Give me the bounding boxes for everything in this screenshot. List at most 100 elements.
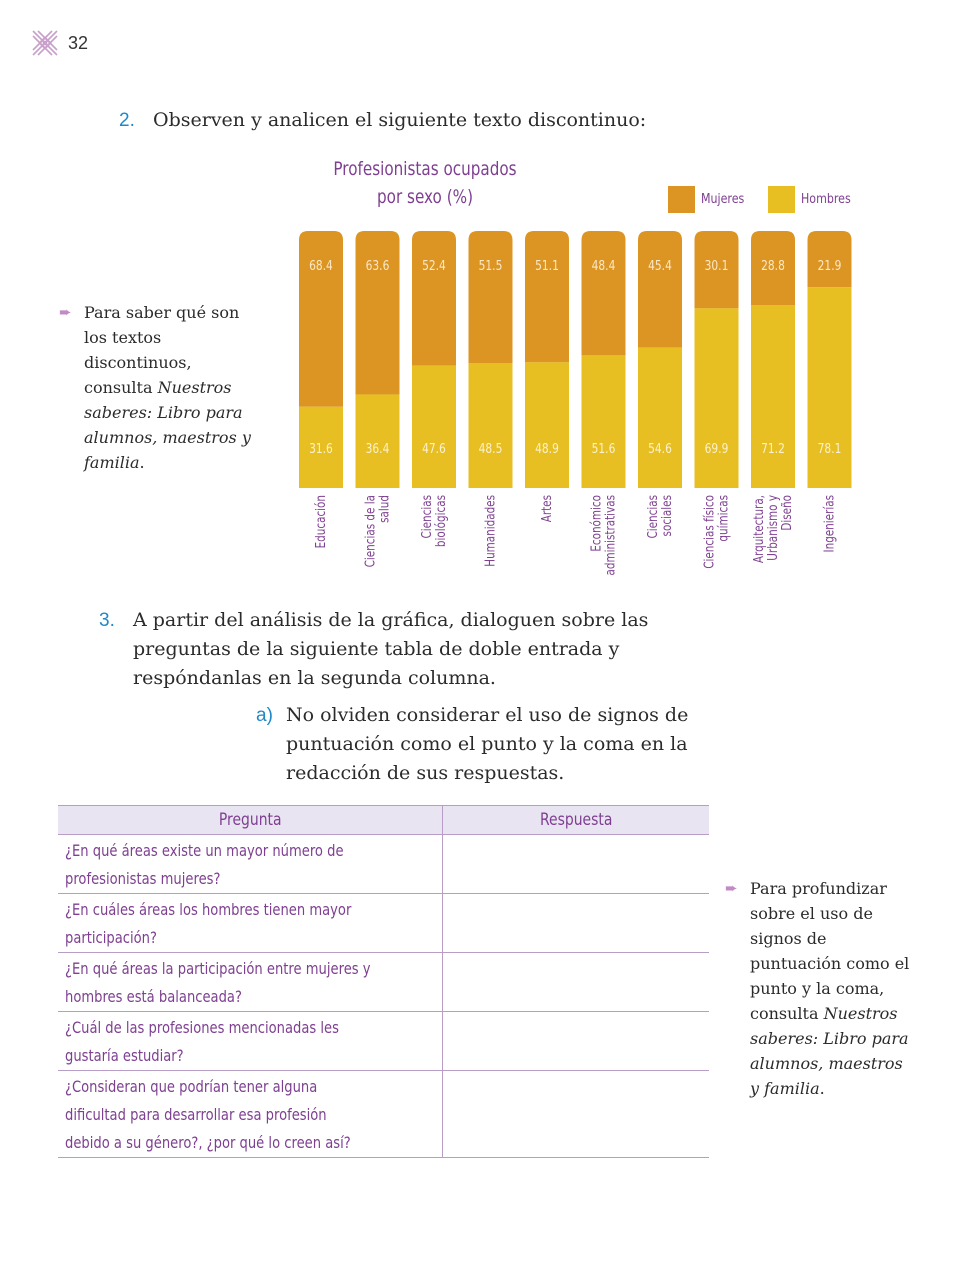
note-text: Para profundizar sobre el uso de signos …: [750, 879, 910, 1023]
subitem-text: No olviden considerar el uso de signos d…: [286, 704, 689, 784]
category-label: Económicoadministrativas: [588, 495, 617, 575]
activity-3a: a) No olviden considerar el uso de signo…: [256, 701, 716, 788]
data-label-hombres: 69.9: [705, 441, 729, 456]
sidenote-punctuation: ➨ Para profundizar sobre el uso de signo…: [725, 876, 910, 1101]
bar-mujeres: [355, 231, 400, 395]
table-row: ¿Cuál de las profesiones mencionadas les…: [58, 1011, 709, 1071]
data-label-mujeres: 28.8: [761, 258, 785, 273]
right-arrow-icon: ➨: [725, 879, 738, 897]
activity-2: 2. Observen y analicen el siguiente text…: [119, 106, 719, 135]
bar-mujeres: [299, 231, 343, 407]
bar-mujeres: [638, 231, 682, 348]
category-label: Humanidades: [482, 495, 497, 567]
data-label-hombres: 48.5: [479, 441, 503, 456]
activity-text: Observen y analicen el siguiente texto d…: [153, 109, 647, 131]
category-label: Ciencias de lasalud: [362, 495, 391, 567]
bar-hombres: [807, 287, 852, 488]
data-label-mujeres: 51.1: [535, 258, 559, 273]
category-label: Cienciassociales: [645, 495, 674, 539]
sidenote-discontinuous-texts: ➨ Para saber qué son los textos disconti…: [59, 300, 254, 475]
note-text: Para saber qué son los textos discontinu…: [84, 303, 240, 397]
bar-hombres: [355, 394, 400, 488]
data-label-mujeres: 45.4: [648, 258, 672, 273]
data-label-mujeres: 63.6: [366, 258, 390, 273]
table-row: ¿Consideran que podrían tener alguna difi…: [58, 1070, 709, 1158]
stacked-bar-chart: 68.4 31.6 Educación 63.6 36.4 Ciencias de las…: [299, 231, 852, 575]
data-label-hombres: 31.6: [309, 441, 333, 456]
question-cell: ¿En qué áreas la participación entre muj…: [58, 952, 443, 1012]
chart-title: Profesionistas ocupados por sexo (%): [325, 155, 525, 211]
data-label-mujeres: 21.9: [818, 258, 842, 273]
header-respuesta: Respuesta: [442, 805, 709, 835]
table-row: ¿En cuáles áreas los hombres tienen mayo…: [58, 893, 709, 953]
answer-cell[interactable]: [442, 834, 709, 894]
bar-hombres: [412, 365, 456, 488]
bar-hombres: [299, 406, 343, 488]
data-label-mujeres: 30.1: [705, 258, 729, 273]
bar-mujeres: [694, 231, 739, 309]
data-label-mujeres: 51.5: [479, 258, 503, 273]
bar-hombres: [694, 308, 739, 488]
page-number: 32: [68, 32, 89, 53]
answer-cell[interactable]: [442, 1011, 709, 1071]
data-label-hombres: 51.6: [592, 441, 616, 456]
right-arrow-icon: ➨: [59, 303, 72, 321]
header-pregunta: Pregunta: [58, 805, 443, 835]
answer-cell[interactable]: [442, 952, 709, 1012]
question-answer-table: Pregunta Respuesta ¿En qué áreas existe …: [58, 805, 709, 1158]
note-reference: Nuestros saberes: Libro para alumnos, ma…: [84, 378, 251, 472]
bar-mujeres: [468, 231, 513, 364]
data-label-hombres: 36.4: [366, 441, 390, 456]
legend-label-mujeres: Mujeres: [701, 192, 745, 207]
data-label-hombres: 71.2: [761, 441, 785, 456]
table-row: ¿En qué áreas existe un mayor número de p…: [58, 834, 709, 894]
question-cell: ¿En qué áreas existe un mayor número de p…: [58, 834, 443, 894]
page-header: 32: [30, 28, 88, 58]
activity-text: A partir del análisis de la gráfica, dia…: [133, 609, 649, 689]
legend-swatch-hombres: [767, 186, 795, 213]
bar-mujeres: [525, 231, 569, 363]
bar-mujeres: [412, 231, 456, 366]
bar-mujeres: [751, 231, 795, 306]
bar-hombres: [751, 305, 795, 488]
chart-legend: Mujeres Hombres: [668, 186, 875, 213]
bar-mujeres: [807, 231, 852, 288]
bar-hombres: [468, 363, 513, 488]
answer-cell[interactable]: [442, 1070, 709, 1158]
crossed-pattern-icon: [32, 30, 58, 56]
category-label: Ciencias físicoquímicas: [701, 495, 730, 569]
bar-hombres: [581, 355, 626, 488]
data-label-hombres: 47.6: [422, 441, 446, 456]
question-cell: ¿Cuál de las profesiones mencionadas les…: [58, 1011, 443, 1071]
bar-hombres: [638, 347, 682, 488]
activity-3: 3. A partir del análisis de la gráfica, …: [99, 606, 689, 693]
chart-title-line: Profesionistas ocupados: [333, 158, 517, 180]
data-label-mujeres: 52.4: [422, 258, 446, 273]
bar-mujeres: [581, 231, 626, 356]
data-label-mujeres: 48.4: [592, 258, 616, 273]
note-period: .: [819, 1079, 825, 1098]
answer-cell[interactable]: [442, 893, 709, 953]
legend-label-hombres: Hombres: [800, 192, 851, 207]
question-cell: ¿Consideran que podrían tener alguna difi…: [58, 1070, 443, 1158]
category-label: Cienciasbiológicas: [419, 495, 448, 547]
activity-number: 3.: [99, 610, 115, 631]
legend-swatch-mujeres: [668, 186, 695, 213]
question-cell: ¿En cuáles áreas los hombres tienen mayo…: [58, 893, 443, 953]
table-header-row: Pregunta Respuesta: [58, 805, 709, 835]
table-row: ¿En qué áreas la participación entre muj…: [58, 952, 709, 1012]
chart-title-line: por sexo (%): [377, 186, 473, 208]
category-label: Educación: [313, 495, 328, 548]
note-period: .: [139, 453, 145, 472]
bar-hombres: [525, 362, 569, 488]
data-label-mujeres: 68.4: [309, 258, 333, 273]
note-reference: Nuestros saberes: Libro para alumnos, ma…: [750, 1004, 909, 1098]
category-label: Arquitectura,Urbanismo yDiseño: [751, 495, 794, 563]
category-label: Artes: [539, 495, 554, 522]
activity-number: 2.: [119, 110, 135, 131]
data-label-hombres: 78.1: [818, 441, 842, 456]
data-label-hombres: 54.6: [648, 441, 672, 456]
data-label-hombres: 48.9: [535, 441, 559, 456]
category-label: Ingenierías: [821, 495, 836, 552]
subitem-letter: a): [256, 705, 273, 726]
